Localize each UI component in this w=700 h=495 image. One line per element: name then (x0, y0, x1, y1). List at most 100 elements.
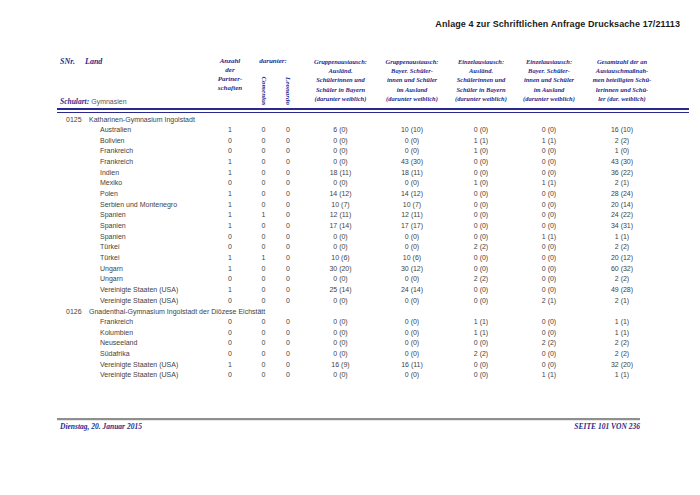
value-cell: 10 (10) (377, 125, 447, 136)
value-cell: 1 (205, 253, 255, 264)
value-cell: 0 (0) (377, 338, 447, 349)
value-cell: 1 (1) (515, 136, 583, 147)
value-cell: 1 (1) (447, 328, 515, 339)
value-cell: 10 (7) (304, 200, 377, 211)
value-cell: 0 (255, 370, 272, 381)
value-cell: 0 (272, 189, 304, 200)
country-cell: Australien (57, 125, 205, 136)
country-cell: Türkei (57, 242, 205, 253)
table-row: Vereinigte Staaten (USA)0000 (0)0 (0)0 (… (57, 370, 689, 381)
footer-date: Dienstag, 20. Januar 2015 (57, 422, 142, 431)
table-row: Südafrika0000 (0)0 (0)2 (2)0 (0)2 (2) (57, 349, 689, 360)
country-cell: Vereinigte Staaten (USA) (57, 370, 205, 381)
value-cell: 0 (0) (515, 146, 583, 157)
value-cell: 2 (2) (447, 349, 515, 360)
value-cell: 24 (14) (377, 285, 447, 296)
school-name: Katharinen-Gymnasium Ingolstadt (89, 116, 195, 123)
value-cell: 17 (14) (304, 221, 377, 232)
value-cell: 0 (0) (304, 328, 377, 339)
value-cell: 0 (272, 264, 304, 275)
value-cell: 10 (6) (377, 253, 447, 264)
country-cell: Frankreich (57, 317, 205, 328)
value-cell: 0 (272, 178, 304, 189)
column-header-gesamtzahl: Gesamtzahl der an Austauschmaßnah- men b… (581, 57, 663, 103)
country-cell: Ungarn (57, 274, 205, 285)
table-row: Serbien und Montenegro10010 (7)10 (7)0 (… (57, 200, 689, 211)
value-cell: 0 (0) (377, 317, 447, 328)
value-cell: 0 (0) (447, 285, 515, 296)
value-cell: 28 (24) (583, 189, 661, 200)
value-cell: 0 (0) (377, 370, 447, 381)
value-cell: 0 (272, 157, 304, 168)
value-cell: 10 (7) (377, 200, 447, 211)
table-row: Vereinigte Staaten (USA)10016 (9)16 (11)… (57, 360, 689, 371)
value-cell: 0 (272, 328, 304, 339)
value-cell: 0 (205, 349, 255, 360)
value-cell: 0 (0) (377, 242, 447, 253)
country-cell: Spanien (57, 210, 205, 221)
value-cell: 0 (272, 274, 304, 285)
table-row: Kolumbien0000 (0)0 (0)1 (1)0 (0)1 (1) (57, 328, 689, 339)
value-cell: 1 (1) (583, 370, 661, 381)
value-cell: 0 (205, 296, 255, 307)
document-title: Anlage 4 zur Schriftlichen Anfrage Druck… (435, 19, 680, 29)
value-cell: 0 (272, 168, 304, 179)
value-cell: 1 (205, 157, 255, 168)
value-cell: 0 (255, 189, 272, 200)
value-cell: 1 (205, 200, 255, 211)
value-cell: 0 (255, 125, 272, 136)
value-cell: 0 (0) (447, 232, 515, 243)
value-cell: 0 (255, 242, 272, 253)
column-header-einzelaustausch-bayern: Einzelaustausch: Bayer. Schüler- innen u… (515, 57, 583, 103)
value-cell: 0 (255, 168, 272, 179)
value-cell: 0 (205, 136, 255, 147)
country-cell: Spanien (57, 232, 205, 243)
value-cell: 0 (255, 285, 272, 296)
value-cell: 0 (205, 242, 255, 253)
schulart-line: Schulart:Gymnasien (60, 97, 127, 106)
value-cell: 24 (22) (583, 210, 661, 221)
value-cell: 0 (0) (515, 274, 583, 285)
value-cell: 0 (0) (515, 360, 583, 371)
value-cell: 0 (272, 296, 304, 307)
value-cell: 0 (205, 317, 255, 328)
value-cell: 14 (12) (304, 189, 377, 200)
value-cell: 2 (1) (583, 296, 661, 307)
value-cell: 0 (0) (447, 253, 515, 264)
table-row: Neuseeland0000 (0)0 (0)0 (0)2 (2)2 (2) (57, 338, 689, 349)
value-cell: 0 (0) (515, 242, 583, 253)
value-cell: 0 (255, 221, 272, 232)
value-cell: 43 (30) (583, 157, 661, 168)
value-cell: 30 (20) (304, 264, 377, 275)
value-cell: 1 (0) (447, 146, 515, 157)
value-cell: 0 (255, 360, 272, 371)
value-cell: 0 (0) (377, 136, 447, 147)
value-cell: 0 (205, 178, 255, 189)
document-page: Anlage 4 zur Schriftlichen Anfrage Druck… (0, 0, 700, 495)
value-cell: 0 (0) (515, 189, 583, 200)
table-row: Türkei0000 (0)0 (0)2 (2)0 (0)2 (2) (57, 242, 689, 253)
section-header-row: 0125Katharinen-Gymnasium Ingolstadt (57, 114, 689, 125)
value-cell: 0 (0) (447, 168, 515, 179)
table-row: Australien1006 (0)10 (10)0 (0)0 (0)16 (1… (57, 125, 689, 136)
value-cell: 43 (30) (377, 157, 447, 168)
value-cell: 1 (1) (515, 370, 583, 381)
value-cell: 0 (255, 296, 272, 307)
country-cell: Südafrika (57, 349, 205, 360)
value-cell: 1 (1) (583, 317, 661, 328)
value-cell: 0 (0) (447, 296, 515, 307)
value-cell: 0 (0) (447, 189, 515, 200)
value-cell: 0 (0) (515, 285, 583, 296)
value-cell: 0 (205, 338, 255, 349)
country-cell: Frankreich (57, 146, 205, 157)
value-cell: 0 (0) (304, 157, 377, 168)
value-cell: 18 (11) (377, 168, 447, 179)
school-number: 0126 (66, 306, 83, 317)
value-cell: 0 (0) (304, 296, 377, 307)
column-header-comenius: Comenius (260, 76, 268, 105)
value-cell: 0 (0) (515, 125, 583, 136)
value-cell: 0 (0) (515, 157, 583, 168)
country-cell: Vereinigte Staaten (USA) (57, 285, 205, 296)
country-cell: Türkei (57, 253, 205, 264)
value-cell: 0 (0) (304, 136, 377, 147)
